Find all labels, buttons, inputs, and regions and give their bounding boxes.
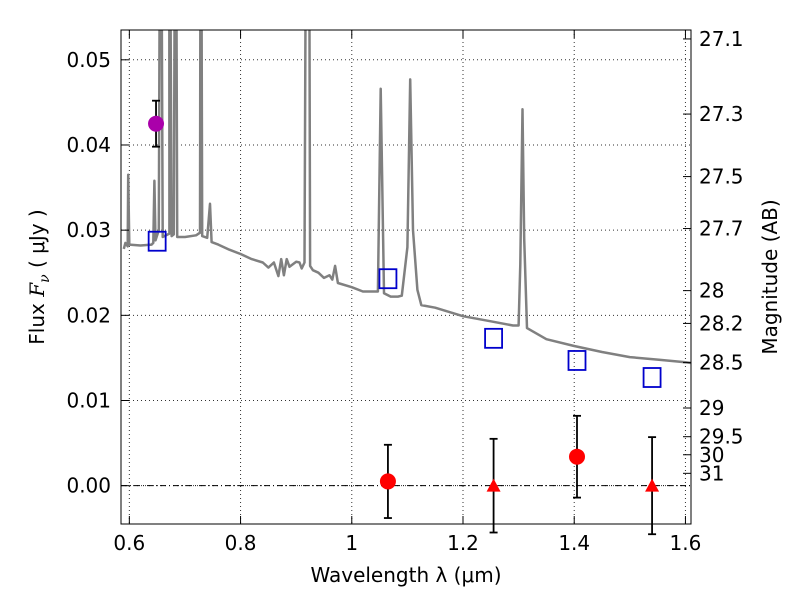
plot-background	[121, 30, 691, 524]
model-photometry-markers	[147, 230, 662, 388]
right-tick-label: 28	[699, 279, 724, 303]
right-axis-title: Magnitude (AB)	[758, 199, 782, 354]
model-photometry-square	[567, 350, 587, 371]
spectrum-line	[122, 30, 691, 365]
y-tick-label: 0.05	[66, 48, 111, 72]
upper-limit-triangle	[486, 478, 501, 492]
right-tick-label: 28.5	[699, 351, 744, 375]
y-tick-label: 0.04	[66, 133, 111, 157]
model-photometry-square	[378, 268, 398, 290]
x-tick-label: 1.6	[670, 531, 702, 555]
right-tick-label: 31	[699, 461, 724, 485]
x-tick-label: 0.6	[113, 531, 145, 555]
y-tick-label: 0.01	[66, 389, 111, 413]
detection-point	[569, 448, 585, 465]
model-photometry-square	[642, 367, 662, 388]
right-tick-label: 30	[699, 443, 724, 467]
y-tick-label: 0.00	[66, 474, 111, 498]
right-tick-label: 27.7	[699, 217, 744, 241]
y-axis-title: Flux Fν ( μJy )	[25, 209, 53, 344]
right-tick-label: 27.3	[699, 102, 744, 126]
detection-point	[379, 473, 396, 490]
plot-frame	[120, 29, 692, 525]
model-photometry-square	[147, 230, 167, 252]
detection-point	[148, 115, 165, 132]
x-axis-title: Wavelength λ (μm)	[310, 563, 501, 587]
upper-limit-triangle	[645, 478, 660, 492]
right-tick-label: 27.5	[699, 165, 744, 189]
y-axis-ticks: 0.00 0.01 0.02 0.03 0.04 0.05	[66, 48, 129, 498]
right-tick-label: 29.5	[699, 425, 744, 449]
observed-photometry-markers	[148, 99, 660, 536]
right-tick-label: 27.1	[699, 27, 744, 51]
x-tick-label: 0.8	[225, 531, 257, 555]
model-photometry-square	[484, 327, 503, 349]
right-tick-label: 28.2	[699, 311, 744, 335]
grid-lines	[121, 30, 691, 524]
x-tick-label: 1.2	[447, 531, 479, 555]
y-tick-label: 0.03	[66, 218, 111, 242]
x-axis-ticks: 0.6 0.8 1 1.2 1.4 1.6	[113, 30, 701, 555]
x-tick-label: 1	[345, 531, 358, 555]
right-tick-label: 29	[699, 396, 724, 420]
x-tick-label: 1.4	[558, 531, 590, 555]
y-tick-label: 0.02	[66, 303, 111, 327]
